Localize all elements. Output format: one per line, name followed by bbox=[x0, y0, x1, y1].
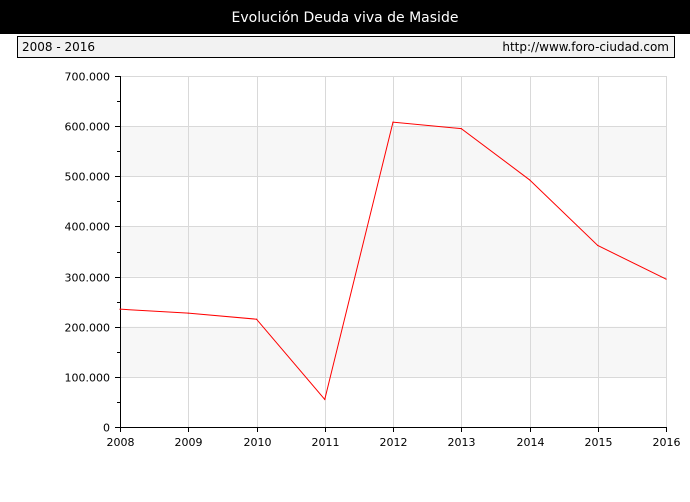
y-tick-label: 0 bbox=[103, 422, 110, 435]
y-tick-label: 100.000 bbox=[65, 372, 111, 385]
y-tick-label: 300.000 bbox=[65, 272, 111, 285]
y-tick-label: 700.000 bbox=[65, 71, 111, 84]
y-tick-label: 400.000 bbox=[65, 221, 111, 234]
data-point bbox=[392, 121, 394, 123]
data-point bbox=[460, 128, 462, 130]
data-point bbox=[119, 308, 121, 310]
x-tick-label: 2013 bbox=[448, 436, 476, 449]
data-point bbox=[255, 318, 258, 320]
x-tick-label: 2016 bbox=[653, 436, 681, 449]
x-tick-label: 2012 bbox=[380, 436, 408, 449]
data-point bbox=[597, 244, 599, 247]
chart-title: Evolución Deuda viva de Maside bbox=[0, 0, 690, 34]
y-tick-label: 600.000 bbox=[65, 121, 111, 134]
period-label: 2008 - 2016 bbox=[22, 40, 96, 54]
source-url: http://www.foro-ciudad.com bbox=[502, 40, 669, 54]
data-point bbox=[187, 312, 189, 314]
x-tick-label: 2011 bbox=[312, 436, 340, 449]
x-tick-label: 2015 bbox=[585, 436, 613, 449]
info-bar: 2008 - 2016 http://www.foro-ciudad.com bbox=[17, 36, 675, 58]
y-tick-label: 500.000 bbox=[65, 171, 111, 184]
data-point bbox=[528, 179, 531, 181]
data-point bbox=[324, 398, 326, 401]
x-tick-label: 2014 bbox=[517, 436, 545, 449]
x-tick-label: 2010 bbox=[244, 436, 272, 449]
x-tick-label: 2009 bbox=[175, 436, 203, 449]
data-point bbox=[665, 278, 667, 280]
x-tick-label: 2008 bbox=[107, 436, 135, 449]
y-tick-label: 200.000 bbox=[65, 322, 111, 335]
